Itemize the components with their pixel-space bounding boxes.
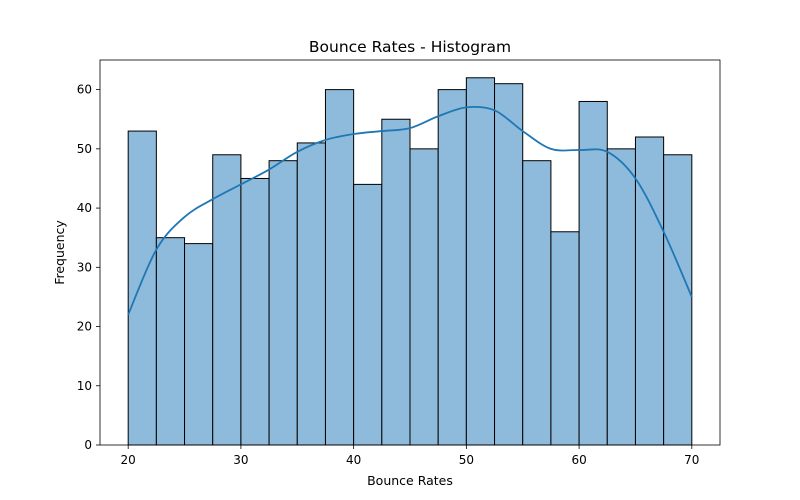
y-axis-title: Frequency (52, 220, 67, 285)
x-tick-label: 20 (121, 453, 136, 467)
histogram-bar (127, 130, 157, 446)
y-tick-label: 60 (77, 83, 92, 97)
y-tick-label: 0 (84, 438, 92, 452)
histogram-bar (606, 148, 636, 446)
histogram-bar (240, 177, 270, 446)
bars-group (127, 77, 693, 446)
histogram-bar (353, 183, 383, 446)
y-axis-ticks: 0 10 20 30 40 50 60 (77, 83, 100, 452)
x-tick-label: 60 (571, 453, 586, 467)
histogram-bar (437, 89, 467, 446)
plot-frame (99, 59, 721, 446)
y-tick-label: 20 (77, 320, 92, 334)
y-tick-label: 40 (77, 201, 92, 215)
histogram-bar (634, 136, 665, 446)
kde-group (127, 105, 693, 316)
histogram-bar (324, 89, 355, 446)
chart-title: Bounce Rates - Histogram (309, 38, 511, 56)
histogram-bar (296, 142, 326, 446)
histogram-bar (522, 160, 552, 446)
histogram-bar (268, 160, 298, 446)
histogram-bar (381, 118, 411, 446)
x-tick-label: 40 (346, 453, 361, 467)
histogram-bar (184, 243, 214, 446)
y-tick-label: 10 (77, 379, 92, 393)
x-axis-title: Bounce Rates (367, 473, 453, 488)
histogram-bar (212, 154, 242, 446)
histogram-bar (155, 237, 186, 446)
x-tick-label: 30 (233, 453, 248, 467)
histogram-bar (663, 154, 693, 446)
x-tick-label: 50 (459, 453, 474, 467)
histogram-bar (465, 77, 496, 446)
x-tick-label: 70 (684, 453, 699, 467)
x-axis-ticks: 20 30 40 50 60 70 (121, 445, 699, 467)
histogram-bar (409, 148, 439, 446)
histogram-bar (550, 231, 580, 446)
y-tick-label: 50 (77, 142, 92, 156)
histogram-bar (578, 100, 608, 446)
histogram-bar (494, 83, 524, 446)
kde-line (127, 105, 693, 316)
y-tick-label: 30 (77, 260, 92, 274)
